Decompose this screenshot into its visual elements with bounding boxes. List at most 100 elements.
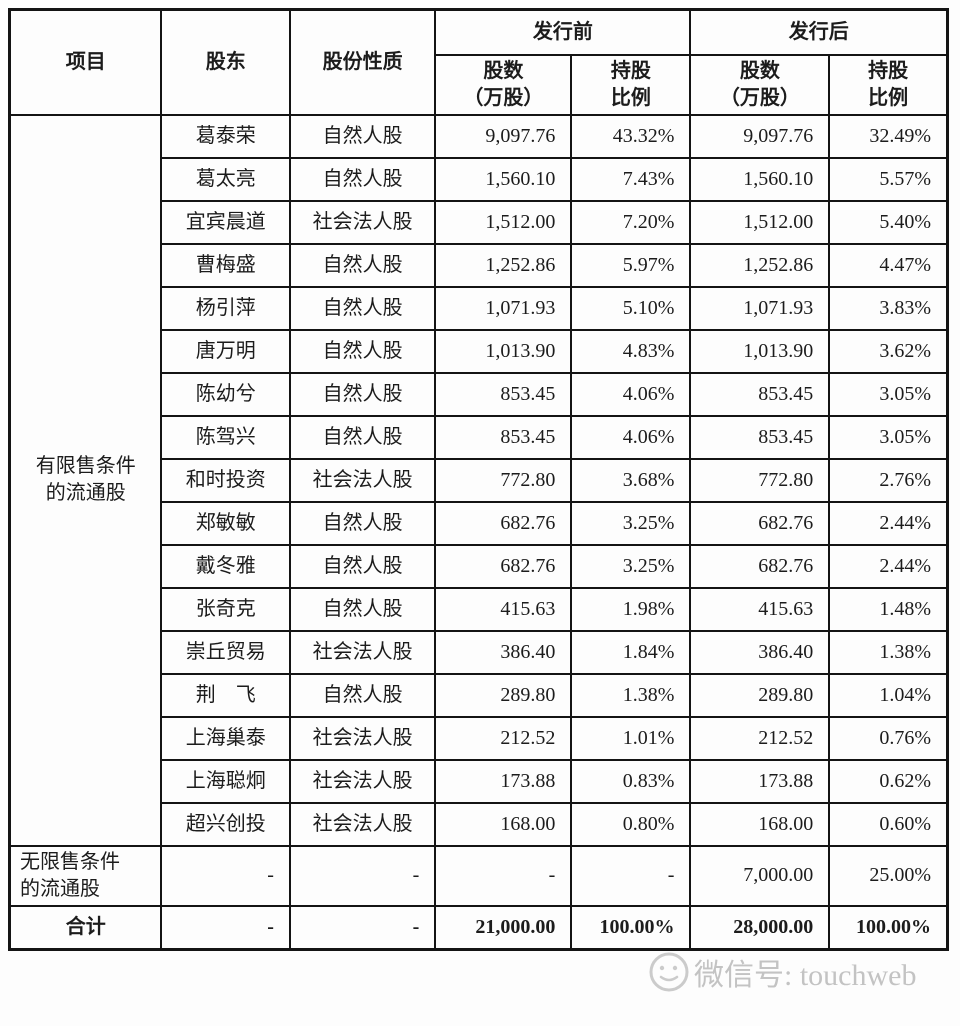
share-nature: 自然人股 bbox=[288, 414, 437, 460]
header-share-nature: 股份性质 bbox=[288, 8, 437, 116]
total-label: 合计 bbox=[8, 904, 163, 951]
post-shares: 1,560.10 bbox=[689, 156, 831, 202]
post-shares: 168.00 bbox=[689, 801, 831, 847]
share-nature: 社会法人股 bbox=[288, 758, 437, 804]
share-nature: 自然人股 bbox=[288, 113, 437, 159]
pre-shares: 212.52 bbox=[434, 715, 573, 761]
post-ratio: 1.04% bbox=[828, 672, 949, 718]
shareholder-name: 曹梅盛 bbox=[160, 242, 291, 288]
pre-shares: 386.40 bbox=[434, 629, 573, 675]
pre-ratio: 1.98% bbox=[570, 586, 692, 632]
header-post-shares: 股数 （万股） bbox=[689, 53, 831, 116]
post-shares: 853.45 bbox=[689, 414, 831, 460]
table-row: 曹梅盛 自然人股 1,252.86 5.97% 1,252.86 4.47% bbox=[10, 242, 949, 288]
share-nature: 自然人股 bbox=[288, 586, 437, 632]
header-row-groups: 项目 股东 股份性质 发行前 发行后 bbox=[8, 8, 949, 116]
share-nature: 社会法人股 bbox=[288, 457, 437, 503]
table-row: 超兴创投 社会法人股 168.00 0.80% 168.00 0.60% bbox=[10, 801, 949, 847]
wechat-logo-icon bbox=[649, 952, 689, 992]
group-label-unrestricted: 无限售条件 的流通股 bbox=[8, 844, 163, 907]
pre-ratio: 5.97% bbox=[570, 242, 692, 288]
post-ratio: 2.76% bbox=[828, 457, 949, 503]
header-pre-issue-group: 发行前 bbox=[434, 8, 692, 56]
table-row: 有限售条件 的流通股 葛泰荣 自然人股 9,097.76 43.32% 9,097.76 3… bbox=[8, 113, 949, 847]
share-nature: 社会法人股 bbox=[288, 199, 437, 245]
share-nature: 自然人股 bbox=[288, 672, 437, 718]
pre-ratio: 4.06% bbox=[570, 414, 692, 460]
shareholder-name: 郑敏敏 bbox=[160, 500, 291, 546]
post-shares: 28,000.00 bbox=[689, 904, 831, 951]
table-row: 戴冬雅 自然人股 682.76 3.25% 682.76 2.44% bbox=[10, 543, 949, 589]
post-ratio: 3.83% bbox=[828, 285, 949, 331]
post-shares: 7,000.00 bbox=[689, 844, 831, 907]
pre-shares: 168.00 bbox=[434, 801, 573, 847]
post-shares: 1,013.90 bbox=[689, 328, 831, 374]
post-shares: 853.45 bbox=[689, 371, 831, 417]
table-header: 项目 股东 股份性质 发行前 发行后 股数 （万股） 持股 比例 股数 （万股）… bbox=[8, 8, 949, 116]
post-ratio: 2.44% bbox=[828, 500, 949, 546]
pre-shares: 289.80 bbox=[434, 672, 573, 718]
table-row: 杨引萍 自然人股 1,071.93 5.10% 1,071.93 3.83% bbox=[10, 285, 949, 331]
table-row: 葛太亮 自然人股 1,560.10 7.43% 1,560.10 5.57% bbox=[10, 156, 949, 202]
table-row-total: 合计 - - 21,000.00 100.00% 28,000.00 100.0… bbox=[8, 904, 949, 951]
shareholder-name: 上海巢泰 bbox=[160, 715, 291, 761]
table-row: 崇丘贸易 社会法人股 386.40 1.84% 386.40 1.38% bbox=[10, 629, 949, 675]
share-nature: 自然人股 bbox=[288, 371, 437, 417]
pre-ratio: 4.83% bbox=[570, 328, 692, 374]
pre-ratio: 0.80% bbox=[570, 801, 692, 847]
post-ratio: 3.05% bbox=[828, 371, 949, 417]
table-row-unrestricted: 无限售条件 的流通股 - - - - 7,000.00 25.00% bbox=[8, 844, 949, 907]
pre-shares: 1,512.00 bbox=[434, 199, 573, 245]
pre-ratio: 5.10% bbox=[570, 285, 692, 331]
pre-ratio: 3.68% bbox=[570, 457, 692, 503]
post-shares: 1,252.86 bbox=[689, 242, 831, 288]
shareholder-name: - bbox=[160, 844, 291, 907]
pre-shares: 682.76 bbox=[434, 543, 573, 589]
post-ratio: 3.62% bbox=[828, 328, 949, 374]
post-shares: 772.80 bbox=[689, 457, 831, 503]
watermark: 微信号: touchweb bbox=[648, 950, 916, 994]
post-ratio: 1.38% bbox=[828, 629, 949, 675]
pre-ratio: 43.32% bbox=[570, 113, 692, 159]
pre-shares: 21,000.00 bbox=[434, 904, 573, 951]
pre-shares: 9,097.76 bbox=[434, 113, 573, 159]
pre-shares: 1,560.10 bbox=[434, 156, 573, 202]
post-ratio: 3.05% bbox=[828, 414, 949, 460]
header-row-sub: 股数 （万股） 持股 比例 股数 （万股） 持股 比例 bbox=[10, 53, 949, 116]
table-row: 张奇克 自然人股 415.63 1.98% 415.63 1.48% bbox=[10, 586, 949, 632]
post-shares: 386.40 bbox=[689, 629, 831, 675]
pre-shares: 853.45 bbox=[434, 371, 573, 417]
header-post-ratio: 持股 比例 bbox=[828, 53, 949, 116]
share-nature: 社会法人股 bbox=[288, 801, 437, 847]
header-post-issue-group: 发行后 bbox=[689, 8, 949, 56]
share-nature: 自然人股 bbox=[288, 500, 437, 546]
post-ratio: 100.00% bbox=[828, 904, 949, 951]
shareholder-name: 崇丘贸易 bbox=[160, 629, 291, 675]
post-shares: 1,512.00 bbox=[689, 199, 831, 245]
pre-ratio: - bbox=[570, 844, 692, 907]
pre-shares: 1,252.86 bbox=[434, 242, 573, 288]
post-ratio: 4.47% bbox=[828, 242, 949, 288]
post-shares: 1,071.93 bbox=[689, 285, 831, 331]
post-ratio: 5.40% bbox=[828, 199, 949, 245]
header-shareholder: 股东 bbox=[160, 8, 291, 116]
post-shares: 289.80 bbox=[689, 672, 831, 718]
pre-shares: 772.80 bbox=[434, 457, 573, 503]
post-shares: 682.76 bbox=[689, 543, 831, 589]
post-ratio: 2.44% bbox=[828, 543, 949, 589]
shareholder-name: 荆 飞 bbox=[160, 672, 291, 718]
post-ratio: 1.48% bbox=[828, 586, 949, 632]
table-row: 和时投资 社会法人股 772.80 3.68% 772.80 2.76% bbox=[10, 457, 949, 503]
share-nature: - bbox=[288, 904, 437, 951]
shareholder-name: 杨引萍 bbox=[160, 285, 291, 331]
table-row: 郑敏敏 自然人股 682.76 3.25% 682.76 2.44% bbox=[10, 500, 949, 546]
post-ratio: 0.76% bbox=[828, 715, 949, 761]
share-nature: 社会法人股 bbox=[288, 629, 437, 675]
post-ratio: 32.49% bbox=[828, 113, 949, 159]
pre-shares: 682.76 bbox=[434, 500, 573, 546]
shareholder-name: 张奇克 bbox=[160, 586, 291, 632]
post-shares: 9,097.76 bbox=[689, 113, 831, 159]
pre-ratio: 100.00% bbox=[570, 904, 692, 951]
shareholder-name: 宜宾晨道 bbox=[160, 199, 291, 245]
shareholder-name: - bbox=[160, 904, 291, 951]
